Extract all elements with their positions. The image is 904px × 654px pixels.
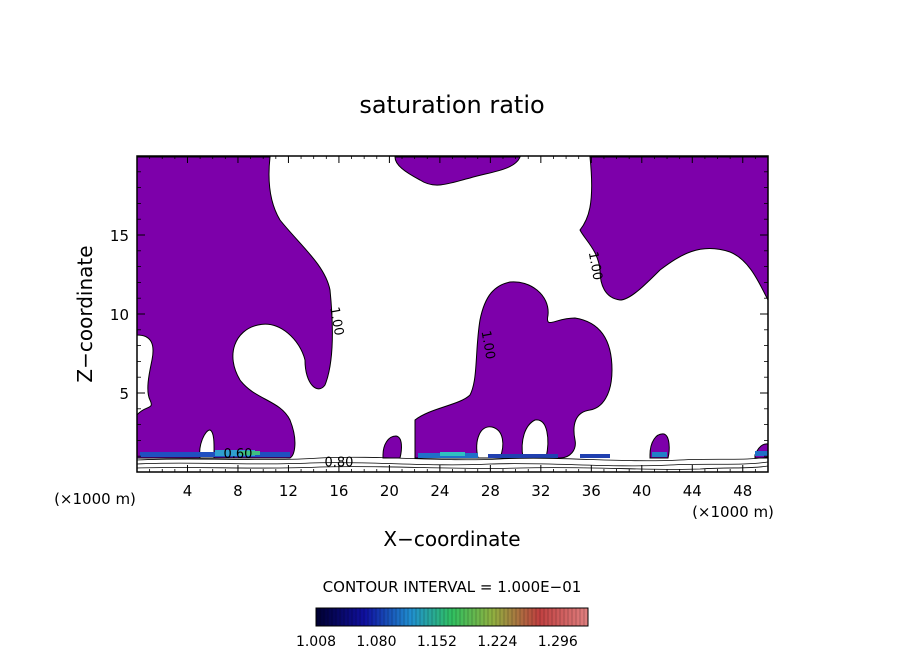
contour-labels: 1.00 1.00 1.00 0.60 0.80: [223, 250, 604, 470]
contour-label: 0.80: [324, 455, 353, 470]
x-axis-label: X−coordinate: [383, 527, 520, 551]
fill-region-left: [137, 156, 333, 459]
y-axis-label: Z−coordinate: [73, 245, 97, 382]
supersat-band-7: [580, 454, 610, 458]
x-tick-label: 4: [183, 482, 193, 500]
colorbar-tick-label: 1.296: [538, 634, 578, 650]
x-tick-label: 32: [531, 482, 550, 500]
fill-region-center: [414, 281, 613, 459]
contour-label: 1.00: [478, 329, 498, 360]
x-tick-label: 40: [632, 482, 651, 500]
supersat-band-8: [652, 452, 667, 457]
x-tick-label: 44: [683, 482, 702, 500]
fill-region-blob-2: [649, 433, 670, 459]
colorbar-tick-label: 1.152: [417, 634, 457, 650]
x-tick-label: 12: [279, 482, 298, 500]
colorbar: 1.008 1.080 1.152 1.224 1.296: [296, 607, 589, 650]
low-contour-lines: [137, 456, 768, 470]
chart-title: saturation ratio: [359, 91, 544, 119]
unsaturated-hole-1: [476, 426, 504, 459]
x-axis: 4 8 12 16 20 24 28 32 36 40 44 48: [149, 156, 756, 500]
fill-region-top-center: [394, 156, 521, 186]
colorbar-tick-label: 1.224: [477, 634, 517, 650]
x-tick-label: 16: [329, 482, 348, 500]
unsaturated-hole-3: [199, 429, 215, 459]
y-tick-label: 5: [119, 385, 129, 403]
y-axis: 5 10 15: [110, 171, 768, 457]
contour-label: 0.60: [223, 447, 252, 462]
supersat-band-9: [755, 451, 768, 456]
x-tick-label: 20: [380, 482, 399, 500]
fill-region-right: [579, 156, 768, 301]
supersat-band-2: [215, 450, 255, 456]
contour-label: 1.00: [326, 306, 346, 337]
contour-interval-text: CONTOUR INTERVAL = 1.000E−01: [323, 578, 582, 596]
colorbar-tick-label: 1.080: [356, 634, 396, 650]
fill-region-blob-1: [382, 435, 402, 459]
x-tick-label: 8: [233, 482, 243, 500]
supersat-band-6: [488, 454, 558, 458]
colorbar-tick-label: 1.008: [296, 634, 336, 650]
colorbar-labels: 1.008 1.080 1.152 1.224 1.296: [296, 634, 578, 650]
x-unit-right: (×1000 m): [692, 503, 774, 521]
contour-label: 1.00: [585, 250, 605, 281]
unsaturated-hole-2: [521, 419, 549, 459]
x-tick-label: 36: [582, 482, 601, 500]
x-tick-label: 48: [733, 482, 752, 500]
y-tick-label: 15: [110, 227, 129, 245]
x-tick-label: 24: [430, 482, 449, 500]
x-unit-left: (×1000 m): [54, 490, 136, 508]
saturation-fill-regions: [137, 156, 768, 470]
y-tick-label: 10: [110, 306, 129, 324]
colorbar-stripes: [315, 608, 589, 626]
supersat-band-3: [240, 451, 260, 455]
supersat-band-5: [440, 452, 465, 456]
x-tick-label: 28: [481, 482, 500, 500]
